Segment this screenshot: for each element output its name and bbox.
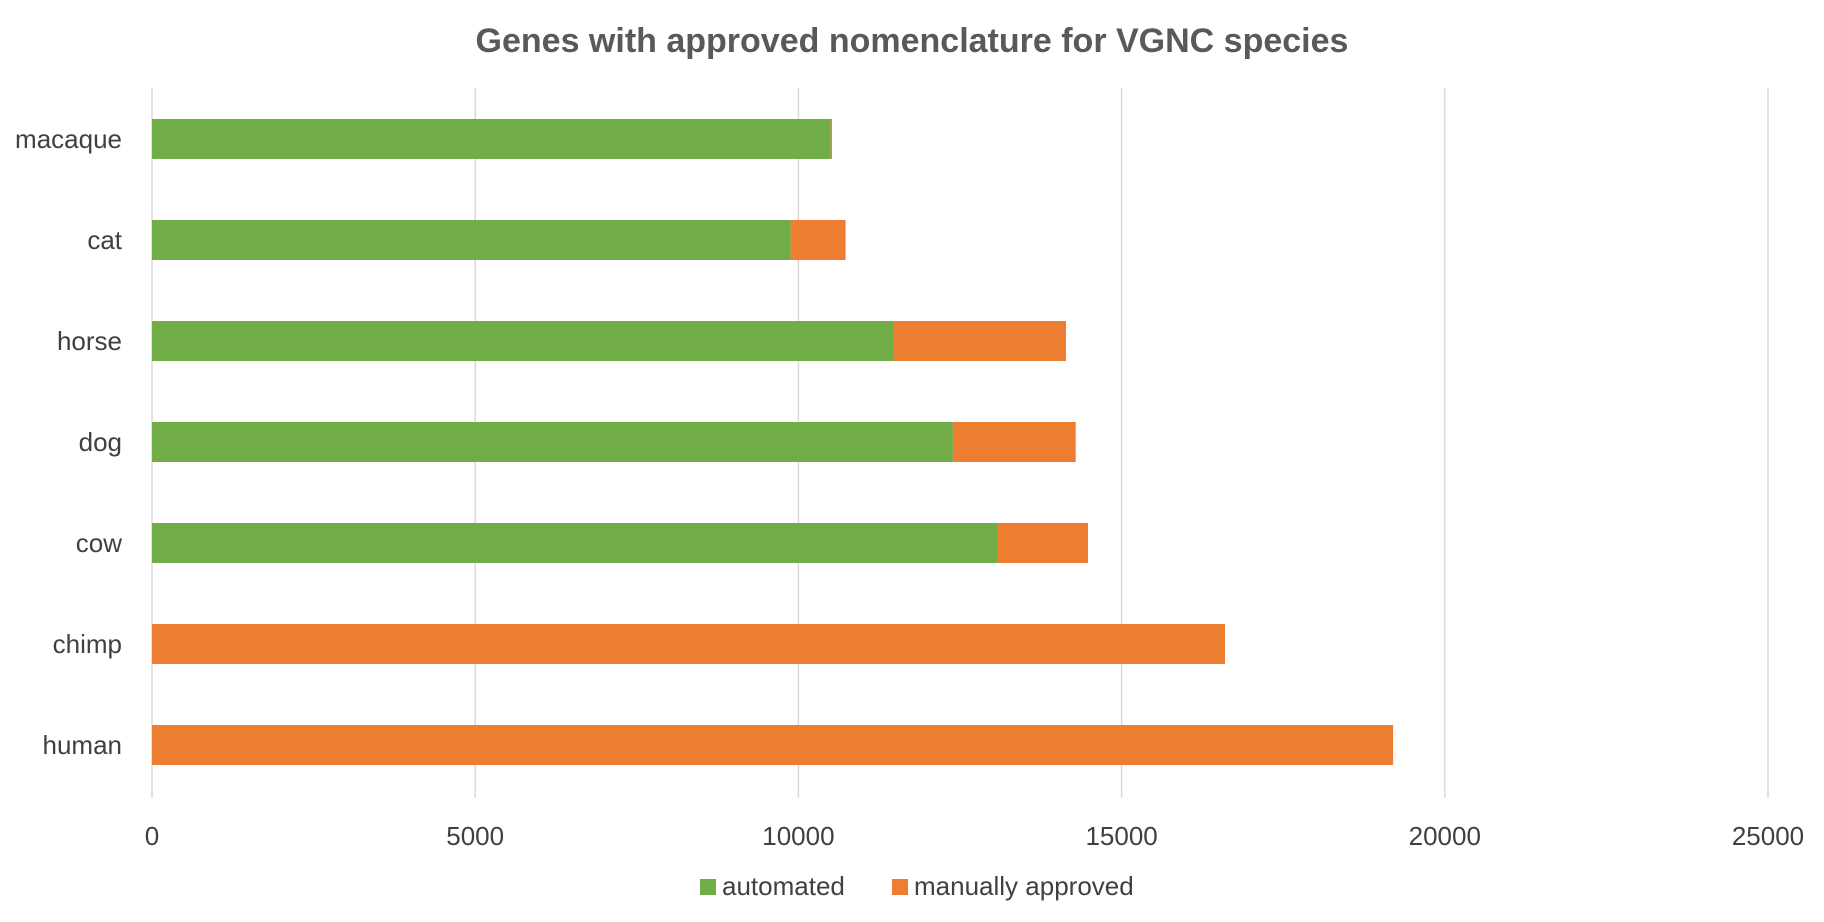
bar-chimp-manually-approved: [152, 624, 1226, 664]
legend-label-automated: automated: [722, 871, 845, 901]
bar-horse-automated: [152, 321, 895, 361]
bar-cat-automated: [152, 220, 791, 260]
legend: automated manually approved: [700, 871, 1134, 901]
bar-cow-manually-approved: [997, 523, 1088, 563]
x-tick-label-20000: 20000: [1409, 821, 1481, 851]
x-tick-label-10000: 10000: [762, 821, 834, 851]
category-label-dog: dog: [79, 427, 122, 457]
bar-cat-manually-approved: [790, 220, 846, 260]
category-label-cat: cat: [87, 225, 122, 255]
legend-label-manually-approved: manually approved: [914, 871, 1134, 901]
chart-title: Genes with approved nomenclature for VGN…: [476, 22, 1349, 60]
category-label-horse: horse: [57, 326, 122, 356]
bar-horse-manually-approved: [894, 321, 1067, 361]
x-tick-label-0: 0: [145, 821, 159, 851]
category-label-cow: cow: [76, 528, 122, 558]
bars: [152, 119, 1394, 765]
bar-human-manually-approved: [152, 725, 1394, 765]
bar-dog-manually-approved: [952, 422, 1076, 462]
category-label-human: human: [43, 730, 123, 760]
bar-dog-automated: [152, 422, 953, 462]
x-axis-tick-labels: 0 5000 10000 15000 20000 25000: [145, 821, 1804, 851]
x-tick-label-5000: 5000: [446, 821, 504, 851]
bar-macaque-manually-approved: [830, 119, 833, 159]
bar-cow-automated: [152, 523, 998, 563]
legend-swatch-manually-approved: [892, 879, 908, 895]
category-labels: macaque cat horse dog cow chimp human: [15, 124, 123, 760]
x-tick-label-15000: 15000: [1085, 821, 1157, 851]
x-tick-label-25000: 25000: [1732, 821, 1804, 851]
category-label-chimp: chimp: [53, 629, 122, 659]
bar-macaque-automated: [152, 119, 831, 159]
legend-swatch-automated: [700, 879, 716, 895]
category-label-macaque: macaque: [15, 124, 122, 154]
